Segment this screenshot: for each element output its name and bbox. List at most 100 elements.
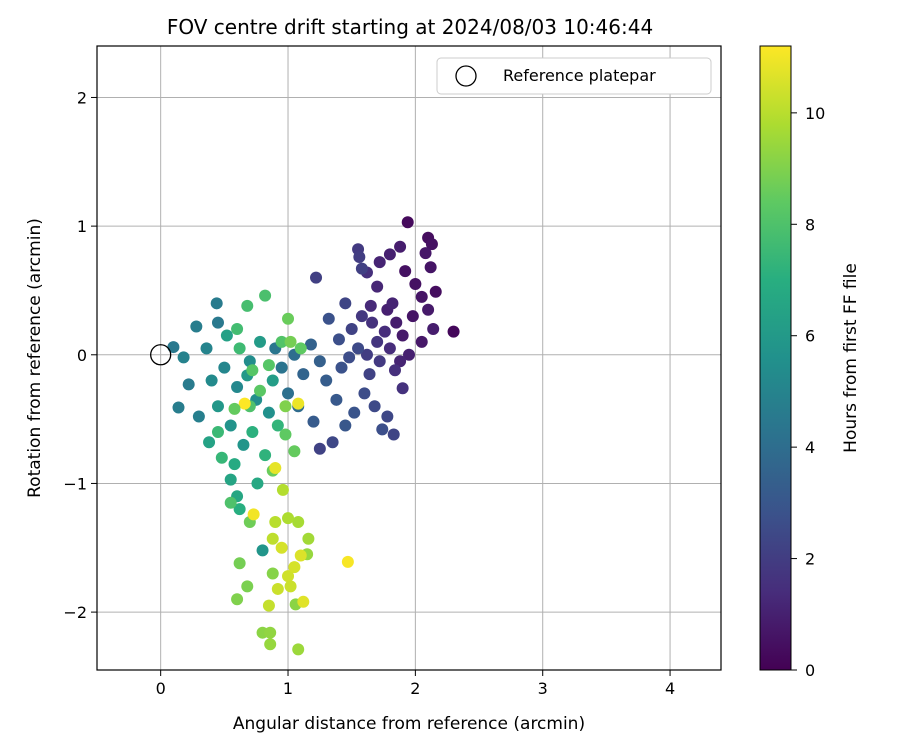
y-tick-label: 0 <box>77 346 87 365</box>
data-point <box>246 364 259 377</box>
data-point <box>238 397 251 410</box>
data-point <box>399 265 412 278</box>
data-point <box>348 406 361 419</box>
x-axis-ticks: 0 1 2 3 4 <box>156 670 675 698</box>
x-tick-label: 4 <box>665 679 675 698</box>
y-tick-label: −2 <box>63 603 87 622</box>
y-tick-label: 1 <box>77 217 87 236</box>
data-point <box>358 387 371 400</box>
reference-platepar-marker <box>150 344 172 366</box>
data-point <box>355 262 368 275</box>
data-point <box>228 458 241 471</box>
data-point <box>383 248 396 261</box>
data-point <box>218 361 231 374</box>
data-point <box>341 555 354 568</box>
colorbar-tick-label: 6 <box>805 327 815 346</box>
data-point <box>266 532 279 545</box>
data-point <box>224 496 237 509</box>
colorbar-tick-label: 8 <box>805 215 815 234</box>
data-point <box>228 402 241 415</box>
data-point <box>264 638 277 651</box>
data-point <box>297 368 310 381</box>
data-point <box>313 355 326 368</box>
data-point <box>266 374 279 387</box>
data-point <box>282 570 295 583</box>
data-point <box>294 342 307 355</box>
data-point <box>364 299 377 312</box>
data-point <box>247 508 260 521</box>
data-point <box>383 342 396 355</box>
data-point <box>288 445 301 458</box>
data-point <box>378 325 391 338</box>
legend-box <box>436 57 712 95</box>
data-point <box>343 351 356 364</box>
data-point <box>254 384 267 397</box>
data-point <box>275 335 288 348</box>
data-point <box>233 342 246 355</box>
data-point <box>262 406 275 419</box>
x-tick-label: 2 <box>410 679 420 698</box>
colorbar-gradient <box>759 45 792 671</box>
data-point <box>192 410 205 423</box>
data-point <box>210 297 223 310</box>
x-tick-label: 1 <box>283 679 293 698</box>
data-point <box>302 532 315 545</box>
data-point <box>419 247 432 260</box>
data-point <box>310 271 323 284</box>
colorbar-label: Hours from first FF file <box>841 263 861 453</box>
data-point <box>320 374 333 387</box>
data-point <box>256 544 269 557</box>
data-point <box>415 335 428 348</box>
data-point <box>282 512 295 525</box>
data-point <box>371 280 384 293</box>
data-point <box>371 335 384 348</box>
data-point <box>353 251 366 264</box>
data-point <box>224 473 237 486</box>
data-point <box>409 278 422 291</box>
data-point <box>211 400 224 413</box>
data-point <box>292 516 305 529</box>
scatter-points <box>167 216 460 656</box>
data-point <box>282 387 295 400</box>
data-point <box>269 516 282 529</box>
data-point <box>271 582 284 595</box>
data-point <box>211 316 224 329</box>
colorbar: 0 2 4 6 8 10 Hours from first FF file <box>759 45 861 680</box>
data-point <box>233 503 246 516</box>
legend: Reference platepar <box>436 57 712 95</box>
data-point <box>352 342 365 355</box>
data-point <box>284 580 297 593</box>
data-point <box>269 462 282 475</box>
data-point <box>284 335 297 348</box>
data-point <box>363 368 376 381</box>
data-point <box>307 415 320 428</box>
data-point <box>279 400 292 413</box>
data-point <box>360 348 373 361</box>
data-point <box>330 393 343 406</box>
data-point <box>182 378 195 391</box>
data-point <box>297 595 310 608</box>
data-point <box>271 419 284 432</box>
data-point <box>220 329 233 342</box>
data-point <box>215 451 228 464</box>
data-point <box>167 341 180 354</box>
data-point <box>288 561 301 574</box>
data-point <box>427 323 440 336</box>
data-point <box>231 593 244 606</box>
plot-area-frame <box>96 45 722 671</box>
data-point <box>275 361 288 374</box>
data-point <box>259 289 272 302</box>
data-point <box>373 256 386 269</box>
data-point <box>254 335 267 348</box>
data-point <box>200 342 213 355</box>
data-point <box>326 436 339 449</box>
data-point <box>275 541 288 554</box>
data-point <box>292 643 305 656</box>
data-point <box>276 483 289 496</box>
data-point <box>429 285 442 298</box>
data-point <box>368 400 381 413</box>
data-point <box>246 425 259 438</box>
data-point <box>205 374 218 387</box>
data-point <box>388 364 401 377</box>
